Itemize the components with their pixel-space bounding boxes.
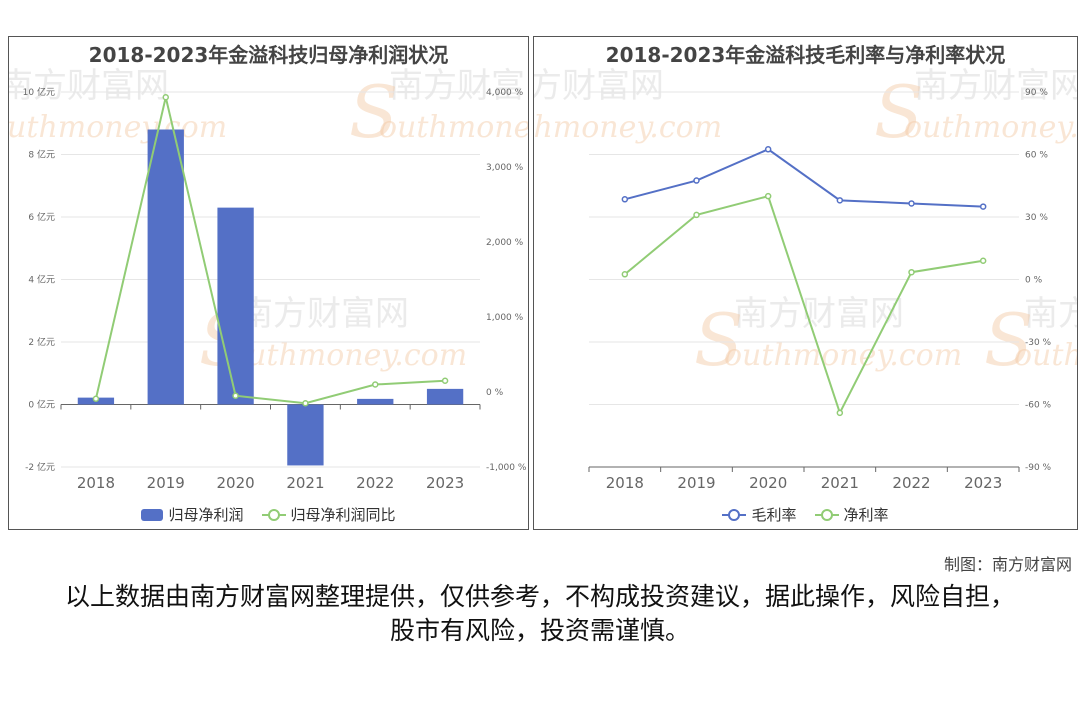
bar (426, 388, 464, 405)
watermark-text: outhmoney.com (534, 110, 722, 145)
legend-item-gross-margin[interactable]: 毛利率 (722, 504, 797, 525)
watermark-text: outhmoney.com (904, 110, 1078, 145)
y-tick-label-left: 6 亿元 (28, 211, 55, 223)
watermark-text: outhmoney.com (724, 338, 962, 373)
data-point (979, 257, 987, 264)
watermark-text: 南方财富网 (1024, 294, 1078, 334)
bar (357, 398, 394, 405)
data-point (836, 409, 844, 417)
y-tick-label-right: 2,000 % (486, 238, 524, 248)
watermark-logo: S (694, 298, 743, 382)
x-tick-label: 2023 (964, 474, 1002, 492)
chart-credit: 制图：南方财富网 (943, 555, 1072, 574)
y-tick-label-right: 4,000 % (486, 88, 524, 98)
series-line (94, 97, 446, 405)
y-tick-label-left: 10 亿元 (23, 86, 55, 98)
legend-label: 毛利率 (751, 506, 797, 524)
line-marker-icon (814, 508, 839, 521)
y-tick-label-right: -60 % (1025, 401, 1052, 411)
y-tick-label-right: 60 % (1025, 151, 1048, 161)
data-point (302, 400, 309, 407)
data-point (232, 392, 239, 399)
data-point (92, 395, 100, 402)
data-point (764, 146, 772, 153)
line-marker-icon (722, 508, 747, 521)
data-point (764, 192, 772, 200)
watermark-text: 南方财富网 (914, 66, 1078, 106)
series-line (624, 148, 984, 208)
watermark-text: 南方财富网 (9, 66, 169, 106)
watermark-text: outhmoney.com (379, 110, 529, 145)
y-tick-label-left: 8 亿元 (28, 149, 55, 161)
legend-label: 净利率 (843, 506, 889, 524)
y-tick-label-right: -1,000 % (486, 463, 527, 473)
x-tick-label: 2018 (77, 474, 115, 492)
x-tick-label: 2019 (147, 474, 185, 492)
legend-item-net-margin[interactable]: 净利率 (814, 504, 889, 525)
y-tick-label-right: 0 % (1025, 276, 1043, 286)
line-marker-icon (261, 508, 286, 521)
margin-chart: 南方财富网Southmoney.com南方财富网Southmoney.com南方… (534, 66, 1078, 492)
margin-chart-panel: 2018-2023年金溢科技毛利率与净利率状况 南方财富网Southmoney.… (533, 36, 1078, 530)
legend-item-net-profit[interactable]: 归母净利润 (141, 504, 244, 525)
watermark-logo: S (874, 70, 923, 154)
x-tick-label: 2018 (606, 474, 644, 492)
x-tick-label: 2020 (216, 474, 254, 492)
y-tick-label-right: 3,000 % (486, 163, 524, 173)
data-point (908, 200, 915, 207)
bar (287, 404, 324, 466)
watermark-text: 南方财富网 (534, 66, 664, 106)
y-tick-label-right: 0 % (486, 388, 504, 398)
watermark-logo: S (984, 298, 1033, 382)
net-profit-chart: 南方财富网Southmoney.com南方财富网Southmoney.com南方… (9, 66, 529, 492)
x-tick-label: 2019 (677, 474, 715, 492)
watermark-text: outhmoney.com (9, 110, 227, 145)
legend-label: 归母净利润 (168, 506, 244, 524)
x-tick-label: 2021 (286, 474, 324, 492)
data-point (441, 377, 449, 384)
data-point (372, 381, 379, 388)
x-tick-label: 2023 (426, 474, 464, 492)
data-point (693, 177, 700, 184)
watermark-text: outhmoney.com (1014, 338, 1078, 373)
y-tick-label-right: 30 % (1025, 213, 1048, 223)
y-tick-label-left: -2 亿元 (25, 461, 55, 473)
watermark-text: 南方财富网 (734, 294, 904, 334)
chart-legend: 归母净利润 归母净利润同比 (9, 504, 528, 525)
watermark-text: outhmoney.com (229, 338, 467, 373)
watermark-text: 南方财富网 (239, 294, 409, 334)
x-tick-label: 2022 (892, 474, 930, 492)
data-point (693, 211, 700, 219)
data-point (162, 94, 169, 101)
net-profit-chart-panel: 2018-2023年金溢科技归母净利润状况 南方财富网Southmoney.co… (8, 36, 529, 530)
chart-legend: 毛利率 净利率 (534, 504, 1077, 525)
watermark-logo: S (349, 70, 398, 154)
legend-item-net-profit-yoy[interactable]: 归母净利润同比 (261, 504, 396, 525)
y-tick-label-left: 4 亿元 (28, 274, 55, 286)
data-point (621, 196, 629, 203)
y-tick-label-left: 0 亿元 (28, 399, 55, 411)
x-tick-label: 2020 (749, 474, 787, 492)
legend-label: 归母净利润同比 (290, 506, 396, 524)
bar (217, 207, 254, 405)
y-tick-label-left: 2 亿元 (28, 336, 55, 348)
bar (147, 129, 184, 405)
x-tick-label: 2022 (356, 474, 394, 492)
y-tick-label-right: -30 % (1025, 338, 1052, 348)
y-tick-label-right: 1,000 % (486, 313, 524, 323)
x-tick-label: 2021 (821, 474, 859, 492)
data-point (621, 271, 629, 278)
data-point (979, 203, 987, 210)
series-line (624, 194, 984, 416)
chart-title: 2018-2023年金溢科技归母净利润状况 (88, 43, 449, 67)
chart-title: 2018-2023年金溢科技毛利率与净利率状况 (605, 43, 1006, 67)
y-tick-label-right: 90 % (1025, 88, 1048, 98)
y-tick-label-right: -90 % (1025, 463, 1052, 473)
disclaimer-text: 以上数据由南方财富网整理提供，仅供参考，不构成投资建议，据此操作，风险自担，股市… (64, 582, 1015, 645)
bar-swatch-icon (141, 508, 164, 521)
watermark-text: 南方财富网 (389, 66, 529, 106)
data-point (908, 268, 915, 276)
data-point (836, 197, 844, 204)
